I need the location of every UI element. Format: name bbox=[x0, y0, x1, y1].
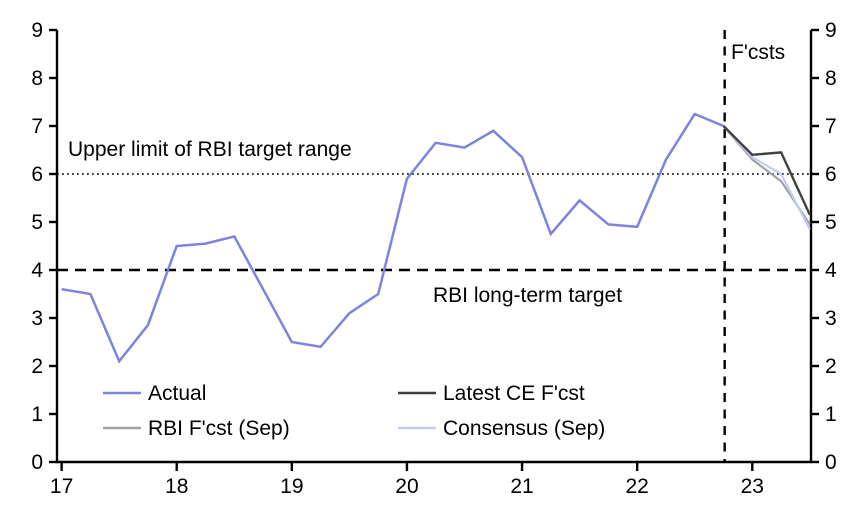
y-tick-label-left: 6 bbox=[31, 163, 43, 186]
legend: Actual Latest CE F'cst RBI F'cst (Sep) C… bbox=[103, 382, 605, 440]
reference-lines-group bbox=[57, 30, 811, 462]
y-tick-label-left: 1 bbox=[31, 403, 43, 426]
series-lines-group bbox=[61, 112, 811, 364]
x-tick-label: 22 bbox=[625, 475, 648, 498]
y-tick-label-left: 8 bbox=[31, 67, 43, 90]
y-tick-label-left: 4 bbox=[31, 259, 43, 282]
y-tick-label-right: 0 bbox=[825, 451, 837, 474]
y-tick-label-right: 6 bbox=[825, 163, 837, 186]
y-tick-label-right: 4 bbox=[825, 259, 837, 282]
series-line-latest-ce-f-cst bbox=[722, 125, 811, 216]
y-tick-label-right: 1 bbox=[825, 403, 837, 426]
x-tick-label: 23 bbox=[741, 475, 764, 498]
y-tick-label-left: 7 bbox=[31, 115, 43, 138]
x-tick-label: 20 bbox=[395, 475, 418, 498]
y-tick-label-right: 5 bbox=[825, 211, 837, 234]
y-tick-label-right: 7 bbox=[825, 115, 837, 138]
axes-group: 0 01 12 23 34 45 56 67 78 89 917 18 19 20 21 22 23 bbox=[31, 19, 837, 498]
annotations-group: Upper limit of RBI target range RBI long… bbox=[68, 41, 785, 307]
y-tick-label-right: 2 bbox=[825, 355, 837, 378]
y-tick-label-left: 2 bbox=[31, 355, 43, 378]
legend-label-actual: Actual bbox=[148, 382, 206, 405]
y-tick-label-left: 3 bbox=[31, 307, 43, 330]
x-tick-label: 21 bbox=[510, 475, 533, 498]
x-tick-label: 17 bbox=[50, 475, 73, 498]
y-tick-label-left: 5 bbox=[31, 211, 43, 234]
series-line-actual bbox=[61, 112, 724, 364]
forecasts-annotation: F'csts bbox=[731, 41, 785, 64]
y-tick-label-right: 3 bbox=[825, 307, 837, 330]
x-tick-label: 19 bbox=[280, 475, 303, 498]
legend-label-rbi-fcst: RBI F'cst (Sep) bbox=[148, 417, 290, 440]
legend-label-consensus: Consensus (Sep) bbox=[443, 417, 605, 440]
upper-limit-annotation: Upper limit of RBI target range bbox=[68, 138, 352, 161]
x-tick-label: 18 bbox=[165, 475, 188, 498]
series-line-consensus-sep bbox=[722, 125, 811, 230]
long-term-target-annotation: RBI long-term target bbox=[433, 284, 622, 307]
legend-label-latest-ce-fcst: Latest CE F'cst bbox=[443, 382, 585, 405]
y-tick-label-left: 0 bbox=[31, 451, 43, 474]
y-tick-label-right: 9 bbox=[825, 19, 837, 42]
y-tick-label-left: 9 bbox=[31, 19, 43, 42]
y-tick-label-right: 8 bbox=[825, 67, 837, 90]
